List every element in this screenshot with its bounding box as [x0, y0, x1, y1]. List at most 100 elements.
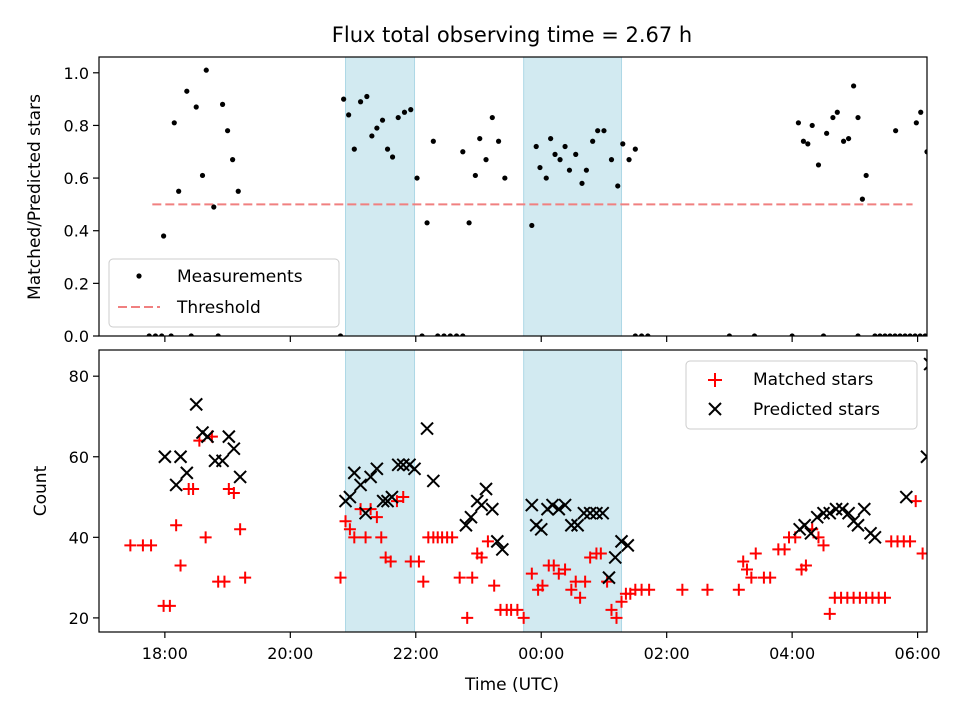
- measurement-point: [341, 96, 347, 102]
- measurement-point: [424, 220, 430, 226]
- measurement-point: [159, 333, 165, 336]
- matched-star-point: [475, 551, 488, 564]
- legend-matched-marker: [708, 373, 722, 387]
- measurement-point: [537, 164, 543, 171]
- measurement-point: [872, 333, 878, 336]
- matched-star-point: [239, 571, 252, 584]
- top-axes-frame: [98, 56, 928, 337]
- measurement-point: [557, 157, 563, 163]
- predicted-star-point: [343, 490, 357, 504]
- x-tick-label: 06:00: [895, 644, 941, 663]
- measurement-point: [859, 196, 865, 202]
- measurement-point: [430, 138, 436, 144]
- measurement-point: [855, 114, 861, 121]
- measurement-point: [615, 183, 621, 189]
- measurement-point: [395, 114, 401, 121]
- predicted-star-point: [376, 494, 390, 508]
- matched-star-point: [565, 583, 578, 596]
- matched-star-point: [343, 523, 356, 536]
- measurement-point: [351, 146, 357, 152]
- predicted-star-point: [525, 498, 539, 512]
- measurement-point: [419, 333, 425, 336]
- predicted-star-point: [608, 550, 622, 565]
- measurement-point: [834, 109, 840, 115]
- measurement-point: [815, 162, 822, 168]
- measurement-point: [193, 104, 199, 110]
- matched-star-point: [187, 482, 200, 495]
- measurement-point: [543, 175, 549, 181]
- measurement-point: [917, 333, 923, 336]
- measurement-point: [337, 333, 344, 336]
- measurement-point: [548, 135, 554, 142]
- measurement-point: [583, 167, 589, 173]
- x-tick-label: 02:00: [644, 644, 690, 663]
- x-tick-label: 04:00: [769, 644, 815, 663]
- top-y-tick-label: 0.6: [64, 169, 89, 188]
- measurement-point: [595, 128, 601, 134]
- measurement-point: [146, 333, 152, 336]
- predicted-star-point: [189, 397, 203, 412]
- predicted-star-point: [816, 506, 831, 520]
- measurement-point: [379, 117, 386, 123]
- matched-star-point: [817, 539, 830, 552]
- predicted-star-point: [385, 490, 399, 504]
- matched-star-point: [525, 567, 538, 580]
- measurement-point: [460, 149, 466, 155]
- measurement-point: [562, 143, 568, 150]
- measurement-point: [176, 188, 182, 194]
- bottom-y-tick-label: 20: [69, 609, 89, 628]
- measurement-point: [171, 120, 177, 126]
- top-data: [146, 67, 927, 336]
- legend-threshold-label: Threshold: [176, 298, 261, 318]
- top-y-tick-label: 1.0: [64, 64, 89, 83]
- bottom-shaded-spans: [345, 350, 623, 632]
- predicted-star-point: [899, 490, 914, 504]
- matched-star-point: [547, 559, 560, 572]
- matched-star-point: [559, 563, 572, 576]
- predicted-star-point: [868, 530, 882, 545]
- predicted-star-point: [485, 502, 500, 516]
- measurement-point: [632, 146, 638, 152]
- measurement-point: [824, 130, 830, 136]
- top-y-tick-label: 0.2: [64, 274, 89, 293]
- measurement-point: [877, 333, 883, 336]
- measurement-point: [408, 107, 414, 113]
- measurement-point: [203, 67, 209, 73]
- measurement-point: [384, 146, 391, 152]
- top-legend: Measurements Threshold: [108, 258, 340, 328]
- measurement-point: [922, 333, 927, 336]
- matched-star-point: [745, 571, 758, 584]
- matched-star-point: [799, 559, 812, 572]
- predicted-star-point: [552, 502, 566, 516]
- top-y-axis-label: Matched/Predicted stars: [25, 94, 45, 300]
- bottom-legend-box: [685, 360, 918, 430]
- measurement-point: [533, 143, 539, 150]
- predicted-star-point: [363, 470, 378, 484]
- top-panel: 0.0 0.2 0.4 0.6 0.8 1.0 Matched/Predicted sta…: [25, 56, 928, 346]
- measurement-point: [219, 101, 226, 107]
- measurement-point: [601, 128, 607, 134]
- matched-star-point: [174, 559, 187, 572]
- measurement-point: [809, 122, 815, 129]
- measurement-point: [913, 120, 919, 126]
- matched-star-point: [461, 611, 474, 624]
- matched-star-point: [615, 595, 628, 608]
- predicted-star-point: [595, 506, 610, 520]
- measurement-point: [477, 135, 483, 142]
- matched-star-point: [234, 523, 247, 536]
- measurement-point: [472, 172, 478, 179]
- x-tick-label: 18:00: [142, 644, 188, 663]
- predicted-star-point: [490, 534, 505, 549]
- matched-star-point: [359, 531, 372, 544]
- matched-star-point: [511, 603, 524, 616]
- legend-measurements-marker: [136, 273, 142, 279]
- x-tick-label: 20:00: [267, 644, 313, 663]
- measurement-point: [215, 333, 221, 336]
- matched-star-point: [397, 491, 410, 504]
- measurement-point: [845, 135, 852, 142]
- predicted-star-point: [347, 466, 362, 480]
- chart-title: Flux total observing time = 2.67 h: [332, 23, 692, 47]
- matched-star-point: [339, 515, 352, 528]
- predicted-star-point: [920, 450, 927, 464]
- predicted-star-point: [233, 470, 247, 484]
